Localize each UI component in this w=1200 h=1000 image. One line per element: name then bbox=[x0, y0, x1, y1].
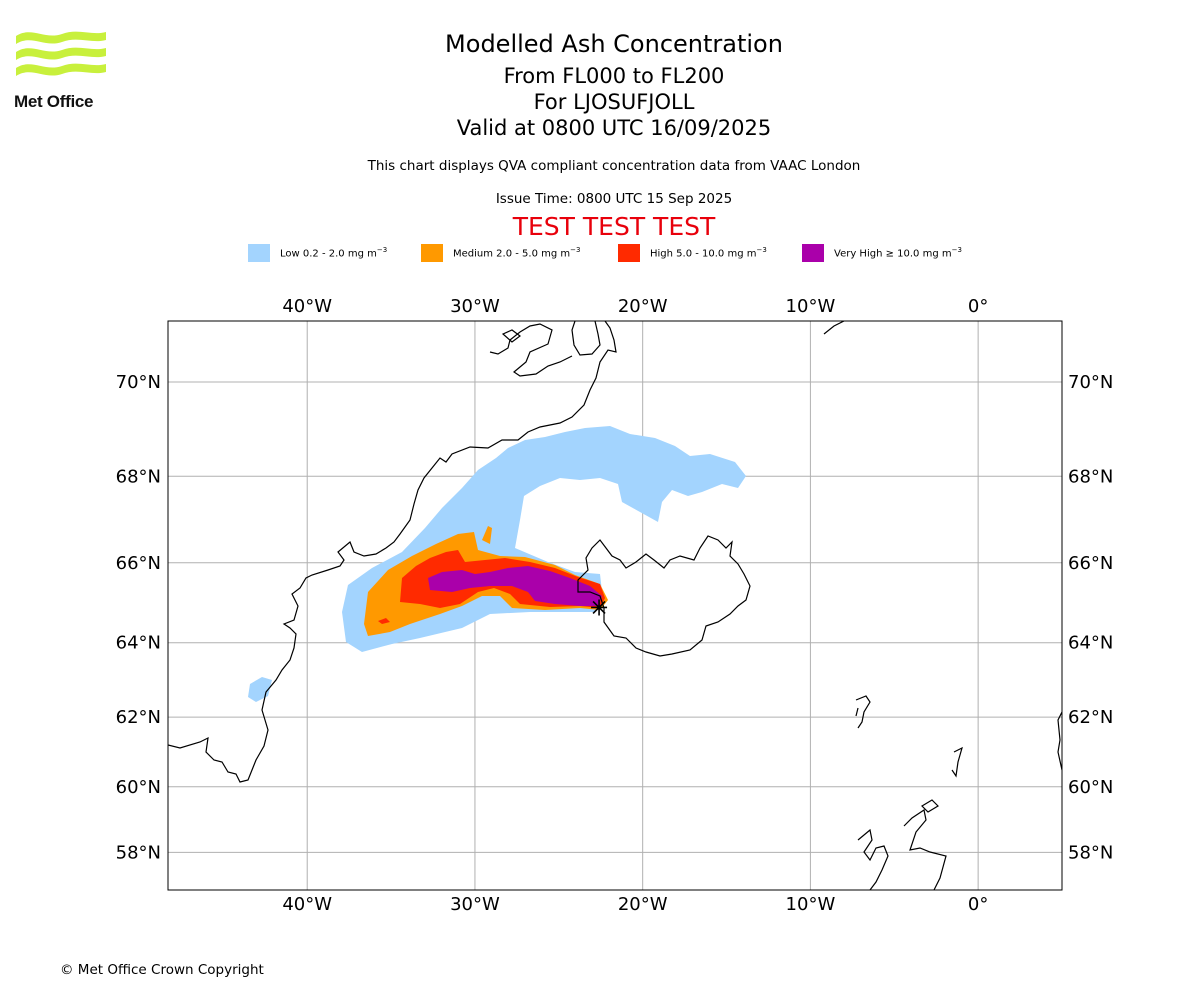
map-content bbox=[168, 321, 1062, 890]
iceland-coast bbox=[577, 535, 751, 657]
legend-label-medium: Medium 2.0 - 5.0 mg m−3 bbox=[453, 246, 581, 260]
copyright-notice: © Met Office Crown Copyright bbox=[60, 962, 264, 978]
graticule bbox=[168, 321, 1062, 890]
lat-tick-label-right: 70°N bbox=[1068, 372, 1113, 393]
met-office-logo: Met Office bbox=[14, 28, 110, 112]
lat-tick-label-left: 58°N bbox=[116, 842, 161, 863]
greenland-islands bbox=[489, 323, 573, 377]
legend-swatch-low bbox=[248, 244, 270, 262]
ash-very-high-region bbox=[428, 566, 602, 606]
lat-tick-label-left: 66°N bbox=[116, 553, 161, 574]
lon-tick-label-top: 10°W bbox=[786, 296, 836, 317]
lat-tick-label-left: 70°N bbox=[116, 372, 161, 393]
shetland-islands bbox=[951, 746, 963, 778]
test-banner: TEST TEST TEST bbox=[512, 212, 716, 241]
lon-tick-label-bottom: 0° bbox=[968, 894, 988, 915]
lat-tick-label-left: 68°N bbox=[116, 466, 161, 487]
map-frame bbox=[167, 320, 1063, 891]
lon-tick-label-bottom: 10°W bbox=[786, 894, 836, 915]
lon-tick-label-top: 20°W bbox=[618, 296, 668, 317]
chart-description: This chart displays QVA compliant concen… bbox=[367, 158, 861, 174]
axis-tick-labels: 40°W 40°W 30°W 30°W 20°W 20°W 10°W 10°W 0° 0° 70°N… bbox=[116, 296, 1114, 915]
met-office-wave-icon bbox=[16, 31, 106, 76]
legend: Low 0.2 - 2.0 mg m−3 Medium 2.0 - 5.0 mg… bbox=[248, 244, 1008, 264]
volcano-marker-icon bbox=[591, 599, 608, 616]
issue-time: Issue Time: 0800 UTC 15 Sep 2025 bbox=[495, 191, 733, 207]
lat-tick-label-right: 62°N bbox=[1068, 707, 1113, 728]
lat-tick-label-left: 62°N bbox=[116, 707, 161, 728]
legend-swatch-high bbox=[618, 244, 640, 262]
ash-low-region bbox=[248, 677, 272, 702]
lon-tick-label-top: 40°W bbox=[282, 296, 332, 317]
lat-tick-label-left: 64°N bbox=[116, 633, 161, 654]
lat-tick-label-right: 58°N bbox=[1068, 842, 1113, 863]
orkney-islands bbox=[921, 799, 939, 813]
lon-tick-label-bottom: 40°W bbox=[282, 894, 332, 915]
greenland-coast bbox=[168, 321, 617, 783]
legend-label-high: High 5.0 - 10.0 mg m−3 bbox=[650, 246, 767, 260]
volcano-name: For LJOSUFJOLL bbox=[533, 90, 695, 114]
lon-tick-label-bottom: 20°W bbox=[618, 894, 668, 915]
lon-tick-label-top: 0° bbox=[968, 296, 988, 317]
lat-tick-label-right: 66°N bbox=[1068, 553, 1113, 574]
coastlines bbox=[168, 321, 1062, 890]
lon-tick-label-bottom: 30°W bbox=[450, 894, 500, 915]
norway-coast bbox=[1057, 711, 1062, 771]
lat-tick-label-left: 60°N bbox=[116, 777, 161, 798]
logo-text: Met Office bbox=[14, 92, 94, 111]
jan-mayen-coast bbox=[823, 321, 845, 335]
legend-label-low: Low 0.2 - 2.0 mg m−3 bbox=[280, 246, 388, 260]
lat-tick-label-right: 60°N bbox=[1068, 777, 1113, 798]
faroe-islands bbox=[855, 695, 871, 729]
lat-tick-label-right: 68°N bbox=[1068, 466, 1113, 487]
chart-title: Modelled Ash Concentration bbox=[445, 30, 783, 58]
ash-medium-region bbox=[482, 526, 492, 544]
legend-label-very-high: Very High ≥ 10.0 mg m−3 bbox=[834, 246, 962, 260]
lon-tick-label-top: 30°W bbox=[450, 296, 500, 317]
legend-swatch-very-high bbox=[802, 244, 824, 262]
greenland-islands bbox=[501, 329, 521, 343]
lat-tick-label-right: 64°N bbox=[1068, 633, 1113, 654]
greenland-coast bbox=[571, 321, 601, 356]
scotland-coast bbox=[857, 809, 947, 890]
valid-time: Valid at 0800 UTC 16/09/2025 bbox=[456, 116, 772, 140]
legend-swatch-medium bbox=[421, 244, 443, 262]
ash-high-region bbox=[378, 618, 390, 624]
flight-level-range: From FL000 to FL200 bbox=[503, 64, 725, 88]
